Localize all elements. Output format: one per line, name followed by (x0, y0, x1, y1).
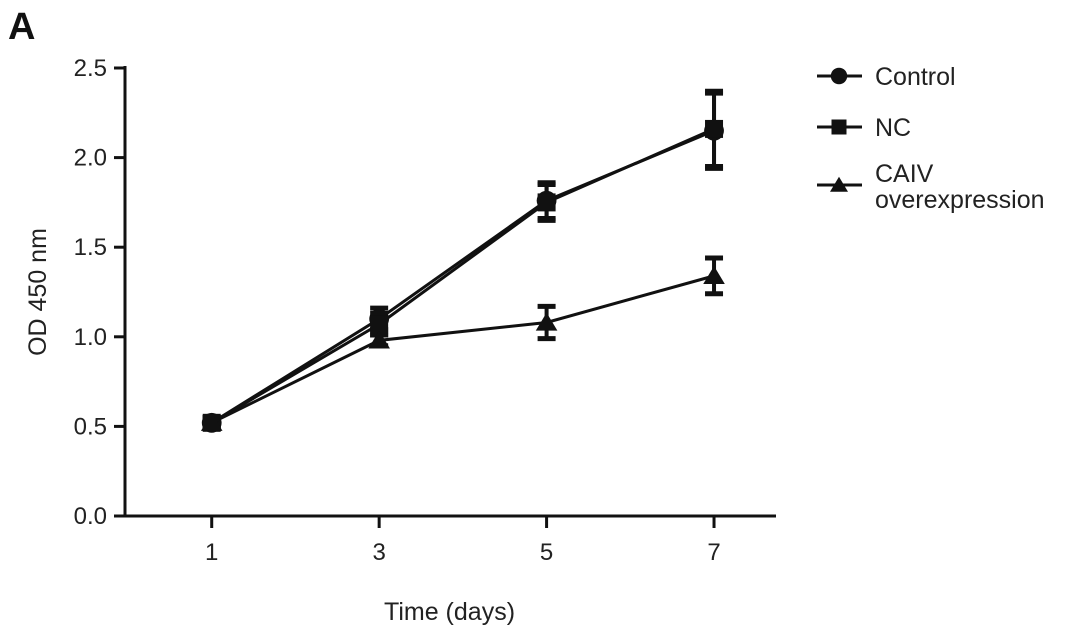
x-axis-title: Time (days) (384, 598, 515, 626)
data-point (705, 119, 724, 138)
legend-marker-circle (830, 67, 848, 85)
data-point (200, 412, 223, 431)
series-line-1 (210, 127, 715, 425)
panel-label: A (8, 6, 36, 48)
x-tick-label: 1 (205, 539, 218, 566)
y-tick-label: 1.5 (74, 234, 107, 261)
y-tick-label: 1.0 (74, 324, 107, 351)
data-point (537, 193, 556, 212)
data-point (535, 312, 558, 331)
legend-entry: Control (875, 63, 956, 91)
legend-entry: CAIV (875, 160, 934, 188)
data-point (370, 315, 389, 334)
y-tick-label: 2.5 (74, 55, 107, 82)
legend-entry: overexpression (875, 186, 1045, 214)
legend-marker-triangle (830, 176, 848, 192)
y-tick-label: 0.5 (74, 413, 107, 440)
data-point (368, 330, 390, 349)
series-line-2 (211, 274, 715, 425)
y-tick-label: 2.0 (74, 145, 107, 172)
data-point (703, 265, 725, 284)
y-axis-title: OD 450 nm (24, 228, 52, 356)
legend-entry: NC (875, 114, 911, 142)
x-tick-label: 5 (540, 539, 553, 566)
y-tick-label: 0.0 (74, 503, 107, 530)
x-tick-label: 7 (707, 539, 720, 566)
legend-marker-square (831, 119, 847, 135)
x-tick-label: 3 (372, 539, 385, 566)
